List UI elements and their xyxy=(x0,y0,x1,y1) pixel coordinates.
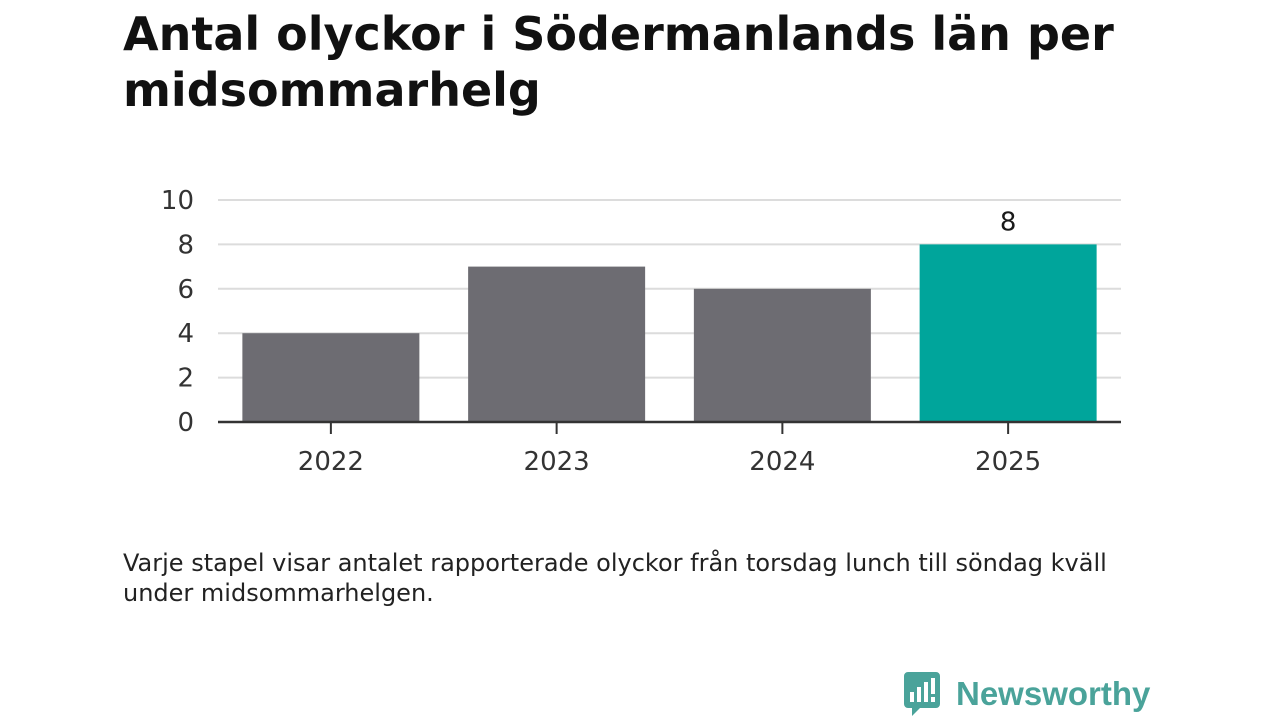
newsworthy-logo-icon xyxy=(904,672,940,716)
bar-2024 xyxy=(693,288,871,422)
bar-2023 xyxy=(468,266,646,422)
data-label-2025: 8 xyxy=(1000,207,1017,237)
x-tick-label-2025: 2025 xyxy=(975,447,1041,477)
bars xyxy=(242,244,1097,422)
y-tick-label: 10 xyxy=(161,186,194,216)
bar-2025 xyxy=(919,244,1097,422)
y-tick-label: 4 xyxy=(177,319,194,349)
newsworthy-logo: Newsworthy xyxy=(902,670,1150,718)
x-axis-tick-labels: 2022 2023 2024 2025 xyxy=(298,447,1041,477)
y-axis-tick-labels: 0 2 4 6 8 10 xyxy=(161,186,194,438)
y-tick-label: 2 xyxy=(177,364,194,394)
x-tick-label-2024: 2024 xyxy=(749,447,815,477)
y-tick-label: 8 xyxy=(177,230,194,260)
x-axis-ticks xyxy=(329,422,1010,434)
y-tick-label: 0 xyxy=(177,408,194,438)
data-labels: 8 xyxy=(1000,207,1017,237)
x-tick-label-2023: 2023 xyxy=(524,447,590,477)
brand-name: Newsworthy xyxy=(956,675,1151,712)
bar-2022 xyxy=(242,333,420,422)
chart-footnote: Varje stapel visar antalet rapporterade … xyxy=(123,549,1107,607)
x-tick-label-2022: 2022 xyxy=(298,447,364,477)
y-tick-label: 6 xyxy=(177,275,194,305)
chart-title: Antal olyckor i Södermanlands län per mi… xyxy=(123,7,1114,117)
